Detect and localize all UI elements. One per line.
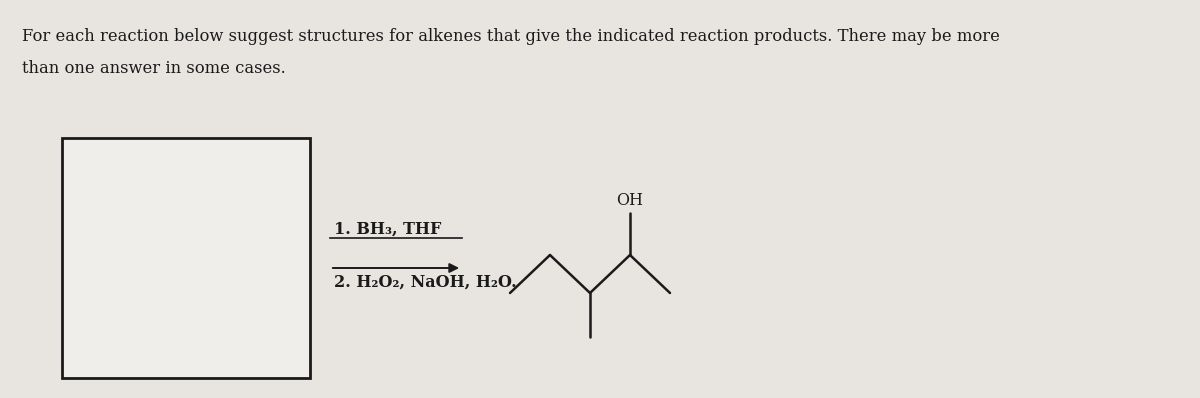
Text: 1. BH₃, THF: 1. BH₃, THF xyxy=(334,221,442,238)
Text: than one answer in some cases.: than one answer in some cases. xyxy=(22,60,286,77)
Text: 2. H₂O₂, NaOH, H₂O.: 2. H₂O₂, NaOH, H₂O. xyxy=(334,274,517,291)
Text: OH: OH xyxy=(617,192,643,209)
Text: For each reaction below suggest structures for alkenes that give the indicated r: For each reaction below suggest structur… xyxy=(22,28,1000,45)
Bar xyxy=(62,138,310,378)
